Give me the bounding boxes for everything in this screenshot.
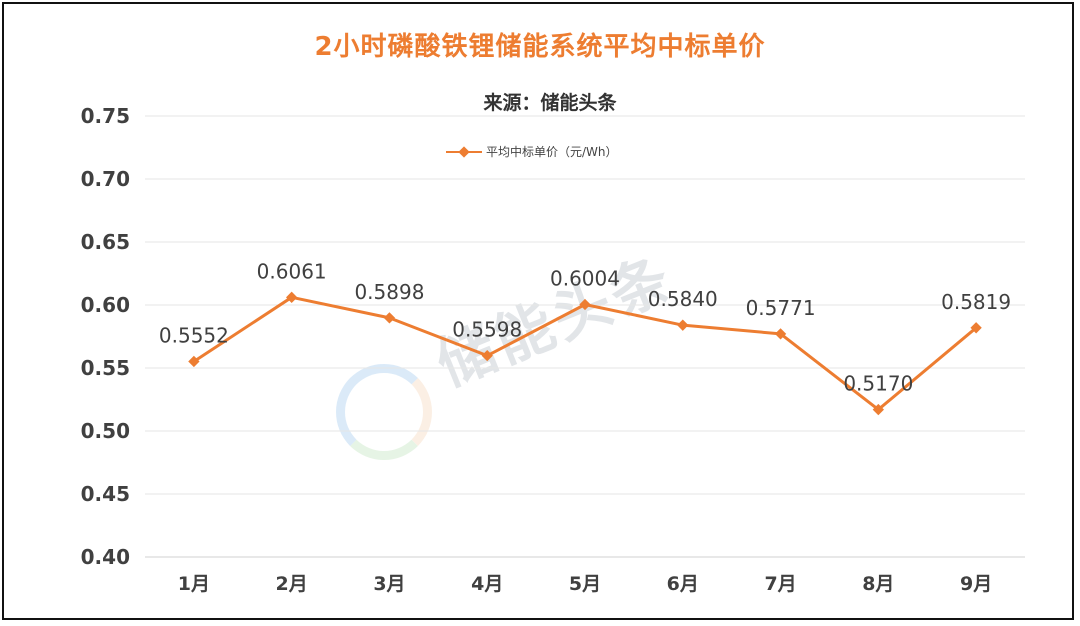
data-point [383,312,396,324]
data-point [970,322,982,334]
y-tick-label: 0.65 [81,230,130,254]
data-point [188,355,200,368]
x-tick-label: 4月 [471,573,503,595]
y-tick-label: 0.40 [81,545,130,569]
y-tick-label: 0.50 [81,419,130,443]
x-tick-label: 7月 [764,573,796,595]
y-tick-label: 0.70 [81,167,130,191]
x-tick-label: 2月 [276,573,308,595]
x-tick-label: 5月 [569,573,601,595]
y-tick-label: 0.60 [81,293,130,317]
data-label: 0.5552 [159,323,229,347]
legend-line-marker-icon [446,145,482,158]
data-label: 0.5840 [648,287,718,311]
grid-layer [145,115,1025,558]
y-tick-label: 0.75 [81,104,130,128]
x-tick-label: 6月 [667,573,699,595]
data-label: 0.5771 [746,296,816,320]
data-label: 0.5898 [354,280,424,304]
x-tick-label: 9月 [960,573,992,595]
data-label: 0.5170 [843,372,913,396]
x-tick-label: 1月 [178,573,210,595]
chart-subtitle: 来源：储能头条 [483,92,617,114]
data-point [677,319,689,331]
y-tick-label: 0.45 [81,482,130,506]
chart-frame [2,2,1074,620]
y-tick-label: 0.55 [81,356,130,380]
data-label: 0.5598 [452,318,522,342]
chart-legend: 平均中标单价（元/Wh） [446,143,618,160]
data-point [286,291,298,303]
data-point [481,349,493,362]
data-point [872,403,884,416]
x-tick-label: 3月 [373,573,405,595]
data-point [579,298,591,311]
data-label: 0.5819 [941,290,1011,314]
series-layer [188,291,982,416]
data-label: 0.6004 [550,266,620,290]
x-axis: 1月 2月 3月 4月 5月 6月 7月 8月 9月 [178,573,992,595]
data-label-layer: 0.5552 0.6061 0.5898 0.5598 0.6004 0.5840 0.57… [159,259,1011,395]
data-point [774,328,787,340]
legend-series-label: 平均中标单价（元/Wh） [486,145,618,159]
data-label: 0.6061 [257,259,327,283]
chart-title: 2小时磷酸铁锂储能系统平均中标单价 [314,32,766,62]
x-tick-label: 8月 [862,573,894,595]
y-axis: 0.40 0.45 0.50 0.55 0.60 0.65 0.70 0.75 [81,104,130,569]
